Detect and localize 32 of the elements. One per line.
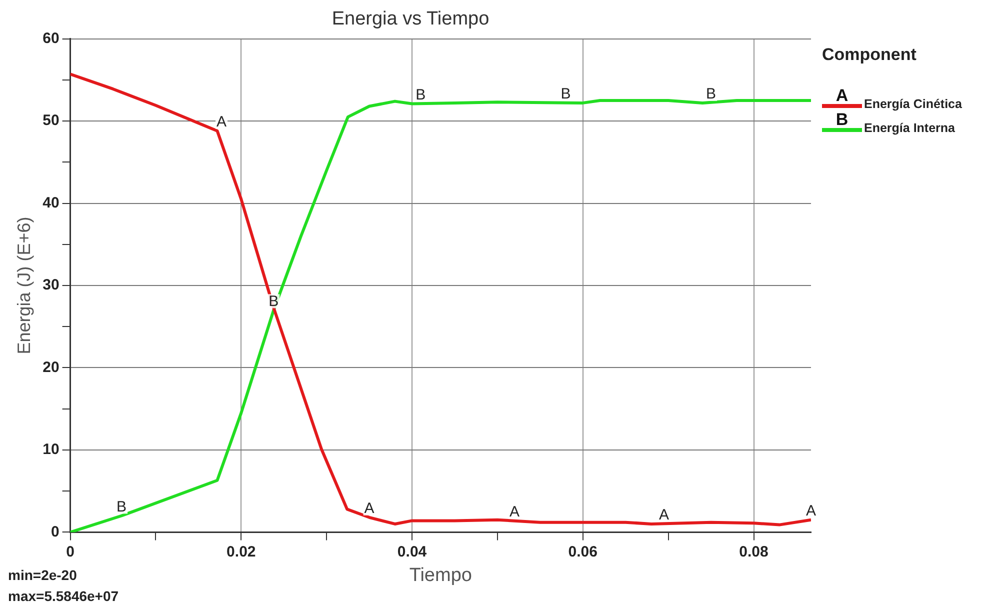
- y-tick-label: 20: [42, 358, 60, 376]
- x-tick-label: 0.06: [568, 543, 598, 560]
- y-tick-label: 40: [42, 194, 60, 212]
- text: max=5.5846e+07: [8, 587, 119, 606]
- annotation: A: [806, 502, 816, 520]
- annotation: B: [268, 292, 279, 310]
- annotation: A: [364, 500, 374, 518]
- annotation: B: [416, 86, 426, 104]
- annotation: B: [560, 86, 571, 103]
- y-tick-label: 60: [42, 30, 60, 47]
- legend-title: Component: [822, 45, 918, 65]
- y-tick-label: 10: [42, 441, 60, 458]
- y-tick-label: 0: [50, 523, 60, 540]
- annotation: A: [216, 114, 227, 131]
- annotation: A: [510, 503, 520, 520]
- x-tick-label: 0.08: [739, 543, 768, 560]
- text: B: [836, 110, 848, 129]
- annotation: B: [116, 498, 127, 516]
- x-axis-title: Tiempo: [409, 564, 472, 586]
- annotation: A: [659, 506, 670, 524]
- y-tick-label: 50: [42, 112, 60, 130]
- text: min=2e-20: [8, 566, 78, 585]
- x-tick-label: 0: [66, 543, 74, 560]
- annotation: B: [706, 86, 716, 103]
- x-tick-label: 0.02: [226, 543, 256, 560]
- legend-label: Energía Interna: [864, 121, 955, 135]
- x-tick-label: 0.04: [397, 543, 428, 560]
- legend-label: Energía Cinética: [864, 97, 962, 111]
- chart-title: Energia vs Tiempo: [332, 8, 490, 30]
- text: A: [836, 86, 848, 105]
- y-tick-label: 30: [42, 276, 60, 294]
- y-axis-title: Energia (J) (E+6): [14, 216, 34, 354]
